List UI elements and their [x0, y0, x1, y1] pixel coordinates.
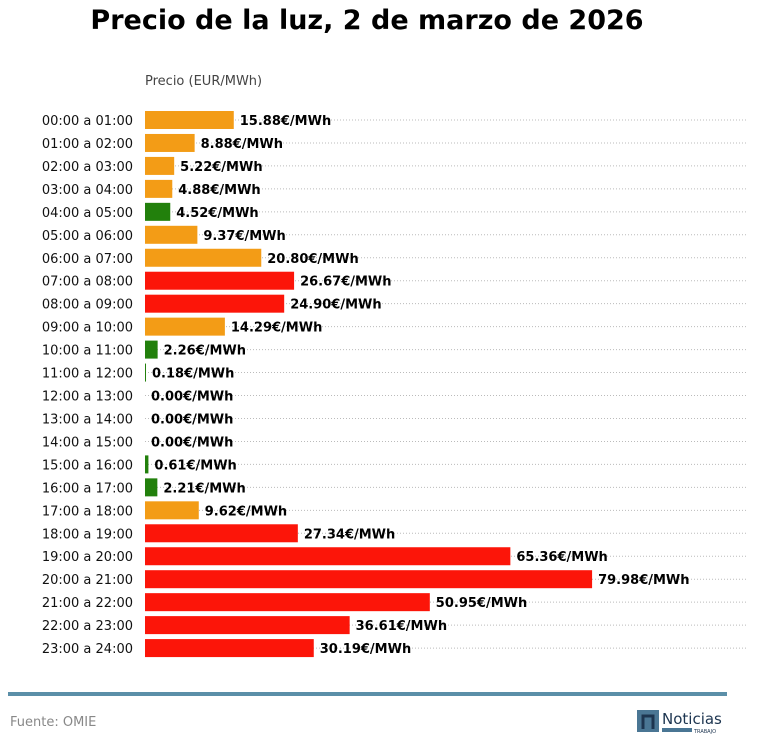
tick-label: 17:00 a 18:00: [42, 504, 133, 519]
tick-label: 09:00 a 10:00: [42, 321, 133, 336]
data-label: 14.29€/MWh: [231, 321, 322, 336]
tick-label: 19:00 a 20:00: [42, 550, 133, 565]
bar: [145, 363, 147, 382]
tick-label: 20:00 a 21:00: [42, 573, 133, 588]
data-label: 2.26€/MWh: [164, 344, 246, 359]
tick-label: 12:00 a 13:00: [42, 390, 133, 405]
noticias-trabajo-logo: Noticias TRABAJO: [637, 710, 722, 735]
data-label: 20.80€/MWh: [267, 252, 358, 267]
bar: [145, 179, 173, 198]
tick-label: 08:00 a 09:00: [42, 298, 133, 313]
bar: [145, 271, 295, 290]
tick-label: 04:00 a 05:00: [42, 206, 133, 221]
bar: [145, 501, 199, 520]
bar: [145, 639, 314, 658]
data-label: 26.67€/MWh: [300, 275, 391, 290]
data-label: 24.90€/MWh: [290, 298, 381, 313]
bar-chart: 00:00 a 01:00 15.88€/MWh 01:00 a 02:00 8.88…: [42, 111, 748, 658]
tick-label: 06:00 a 07:00: [42, 252, 133, 267]
bar: [145, 547, 511, 566]
data-label: 4.88€/MWh: [178, 183, 260, 198]
tick-label: 10:00 a 11:00: [42, 344, 133, 359]
data-label: 4.52€/MWh: [176, 206, 258, 221]
bar: [145, 524, 298, 543]
bar: [145, 294, 285, 313]
bar: [145, 340, 158, 359]
bar: [145, 133, 195, 152]
tick-label: 13:00 a 14:00: [42, 412, 133, 427]
axis-label: Precio (EUR/MWh): [145, 74, 263, 89]
data-label: 9.62€/MWh: [205, 504, 287, 519]
bar: [145, 478, 158, 497]
bar: [145, 570, 593, 589]
source-text: Fuente: OMIE: [10, 715, 97, 730]
data-label: 9.37€/MWh: [203, 229, 285, 244]
chart-title: Precio de la luz, 2 de marzo de 2026: [90, 5, 644, 36]
tick-label: 14:00 a 15:00: [42, 435, 133, 450]
tick-label: 18:00 a 19:00: [42, 527, 133, 542]
data-label: 8.88€/MWh: [201, 137, 283, 152]
data-label: 0.00€/MWh: [151, 390, 233, 405]
bar: [145, 248, 262, 267]
bar: [145, 616, 350, 635]
data-label: 65.36€/MWh: [516, 550, 607, 565]
data-label: 36.61€/MWh: [356, 619, 447, 634]
bar: [145, 593, 430, 612]
tick-label: 16:00 a 17:00: [42, 481, 133, 496]
svg-text:Noticias: Noticias: [662, 710, 722, 728]
data-label: 5.22€/MWh: [180, 160, 262, 175]
data-label: 0.61€/MWh: [154, 458, 236, 473]
tick-label: 03:00 a 04:00: [42, 183, 133, 198]
data-label: 0.18€/MWh: [152, 367, 234, 382]
bar: [145, 317, 225, 336]
tick-label: 21:00 a 22:00: [42, 596, 133, 611]
tick-label: 22:00 a 23:00: [42, 619, 133, 634]
bar: [145, 455, 149, 474]
tick-label: 02:00 a 03:00: [42, 160, 133, 175]
footer-divider: [8, 692, 727, 696]
data-label: 27.34€/MWh: [304, 527, 395, 542]
data-label: 2.21€/MWh: [163, 481, 245, 496]
tick-label: 11:00 a 12:00: [42, 367, 133, 382]
data-label: 30.19€/MWh: [320, 642, 411, 657]
data-label: 15.88€/MWh: [240, 114, 331, 129]
svg-text:TRABAJO: TRABAJO: [693, 729, 716, 735]
data-label: 79.98€/MWh: [598, 573, 689, 588]
bar: [145, 202, 171, 221]
tick-label: 00:00 a 01:00: [42, 114, 133, 129]
tick-label: 23:00 a 24:00: [42, 642, 133, 657]
bar: [145, 111, 234, 129]
data-label: 0.00€/MWh: [151, 435, 233, 450]
tick-label: 07:00 a 08:00: [42, 275, 133, 290]
tick-label: 01:00 a 02:00: [42, 137, 133, 152]
tick-label: 05:00 a 06:00: [42, 229, 133, 244]
data-label: 50.95€/MWh: [436, 596, 527, 611]
bar: [145, 225, 198, 244]
bar: [145, 156, 175, 175]
data-label: 0.00€/MWh: [151, 412, 233, 427]
tick-label: 15:00 a 16:00: [42, 458, 133, 473]
